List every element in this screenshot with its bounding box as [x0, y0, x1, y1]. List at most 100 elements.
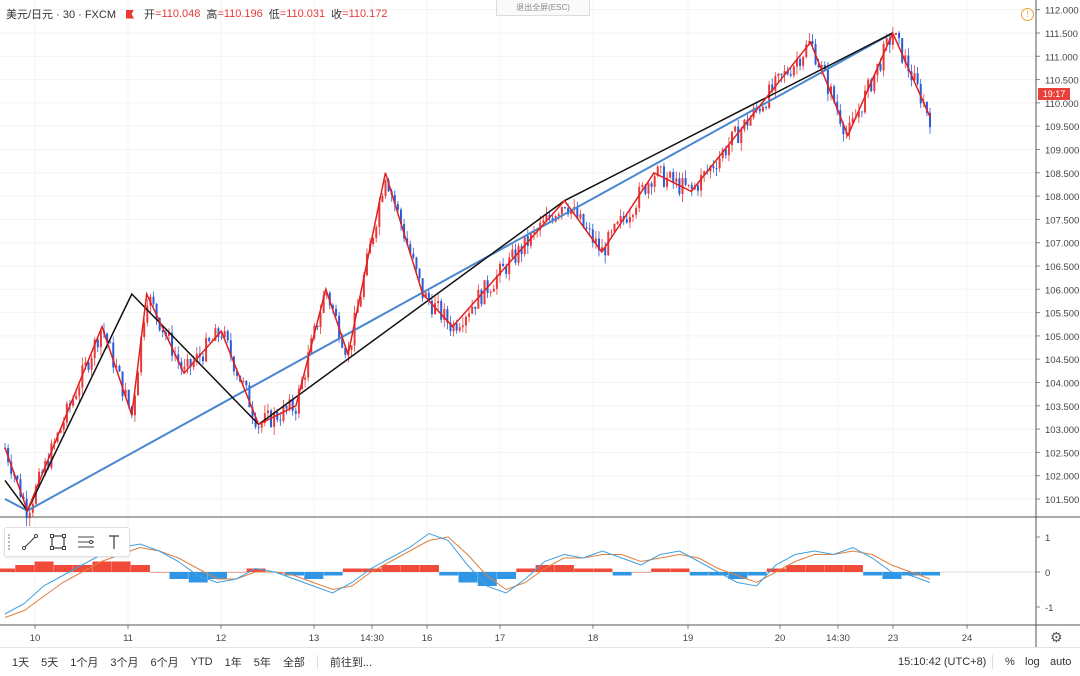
flag-icon[interactable]: [126, 9, 135, 19]
price-chart[interactable]: 112.000 111.500 111.000 110.500 110.000 109.5…: [0, 0, 1080, 647]
candle-body: [690, 184, 693, 190]
candle-body: [672, 172, 675, 183]
candle-body: [294, 410, 297, 414]
macd-hist-bar: [246, 568, 266, 572]
candle-body: [171, 332, 174, 356]
candle-body: [155, 303, 158, 318]
price-tick-label: 110.500: [1045, 76, 1079, 87]
candle-body: [140, 336, 143, 373]
candle-body: [749, 117, 752, 126]
exit-fullscreen-button[interactable]: 退出全屏(ESC): [496, 0, 590, 16]
macd-hist-bar: [150, 572, 170, 573]
candle-body: [362, 275, 365, 298]
candle-body: [644, 185, 647, 194]
log-toggle[interactable]: log: [1025, 656, 1040, 668]
candle-body: [375, 226, 378, 239]
candle-body: [50, 443, 53, 468]
candle-body: [112, 342, 115, 368]
candle-body: [860, 111, 863, 113]
candle-body: [464, 316, 467, 326]
range-5y[interactable]: 5年: [253, 657, 271, 669]
range-1y[interactable]: 1年: [224, 657, 242, 669]
candle-body: [393, 194, 396, 205]
candle-body: [452, 323, 455, 332]
symbol-title[interactable]: 美元/日元 · 30 · FXCM: [6, 9, 117, 21]
candle-body: [659, 166, 662, 168]
candle-body: [805, 44, 808, 57]
macd-hist-bar: [207, 572, 227, 579]
candle-body: [715, 168, 718, 170]
candle-body: [99, 330, 102, 348]
candle-body: [214, 328, 217, 341]
divider: [992, 655, 993, 669]
macd-hist-bar: [227, 572, 247, 573]
warning-icon[interactable]: !: [1021, 8, 1034, 21]
candle-body: [700, 174, 703, 191]
candle-body: [288, 399, 291, 409]
candle-body: [446, 309, 449, 323]
candle-body: [409, 244, 412, 254]
time-tick-label: 13: [309, 633, 320, 644]
range-1d[interactable]: 1天: [12, 657, 30, 669]
range-5d[interactable]: 5天: [41, 657, 59, 669]
candle-body: [826, 69, 829, 94]
candle-body: [242, 380, 245, 382]
candle-body: [183, 366, 186, 370]
range-1m[interactable]: 1个月: [70, 657, 99, 669]
macd-hist-bar: [34, 561, 54, 572]
time-tick-label: 11: [123, 633, 133, 644]
time-tick-label: 19: [683, 633, 694, 644]
range-ytd[interactable]: YTD: [190, 656, 213, 668]
candle-body: [418, 268, 421, 279]
last-price-tag: 19:17: [1038, 88, 1070, 100]
settings-gear-icon[interactable]: ⚙: [1050, 629, 1063, 645]
candle-body: [492, 288, 495, 292]
candle-body: [137, 372, 140, 396]
range-all[interactable]: 全部: [282, 657, 305, 669]
candle-body: [93, 339, 96, 359]
macd-hist-bar: [554, 565, 574, 572]
trend-line-icon[interactable]: [16, 530, 44, 554]
candle-body: [653, 176, 656, 187]
candle-body: [907, 55, 910, 72]
candle-body: [604, 247, 607, 256]
high-value: =110.196: [217, 8, 263, 20]
candle-body: [882, 43, 885, 71]
candle-body: [189, 358, 192, 368]
macd-hist-bar: [188, 572, 208, 583]
candle-body: [746, 119, 749, 126]
range-3m[interactable]: 3个月: [110, 657, 139, 669]
candle-body: [372, 238, 375, 244]
range-6m[interactable]: 6个月: [150, 657, 179, 669]
macd-hist-bar: [631, 572, 651, 573]
time-tick-label: 23: [888, 633, 899, 644]
clock[interactable]: 15:10:42 (UTC+8): [898, 656, 987, 668]
axes: 112.000 111.500 111.000 110.500 110.000 109.5…: [0, 0, 1080, 647]
candle-body: [919, 83, 922, 104]
candle-body: [731, 131, 734, 146]
candle-body: [440, 300, 443, 320]
macd-hist-bar: [843, 565, 863, 572]
auto-toggle[interactable]: auto: [1050, 656, 1072, 668]
macd-hist-bar: [381, 565, 401, 572]
candle-body: [925, 101, 928, 113]
candle-body: [771, 84, 774, 91]
price-tick-label: 109.500: [1045, 122, 1079, 133]
candle-body: [628, 216, 631, 223]
grid: [0, 0, 1036, 625]
candle-body: [830, 86, 833, 94]
fib-icon[interactable]: [72, 530, 100, 554]
goto-date-button[interactable]: 前往到...: [329, 657, 373, 669]
macd-hist-bar: [882, 572, 902, 579]
trend-line-blue: [4, 32, 894, 512]
macd-hist-bar: [670, 568, 690, 572]
time-tick-label: 24: [962, 633, 973, 644]
percent-toggle[interactable]: %: [1005, 656, 1015, 668]
candle-body: [396, 204, 399, 210]
rectangle-icon[interactable]: [44, 530, 72, 554]
time-tick-label: 17: [495, 633, 506, 644]
macd-hist-bar: [111, 561, 131, 572]
candle-body: [90, 358, 93, 370]
text-icon[interactable]: [100, 530, 128, 554]
drag-handle-icon[interactable]: [8, 534, 16, 550]
